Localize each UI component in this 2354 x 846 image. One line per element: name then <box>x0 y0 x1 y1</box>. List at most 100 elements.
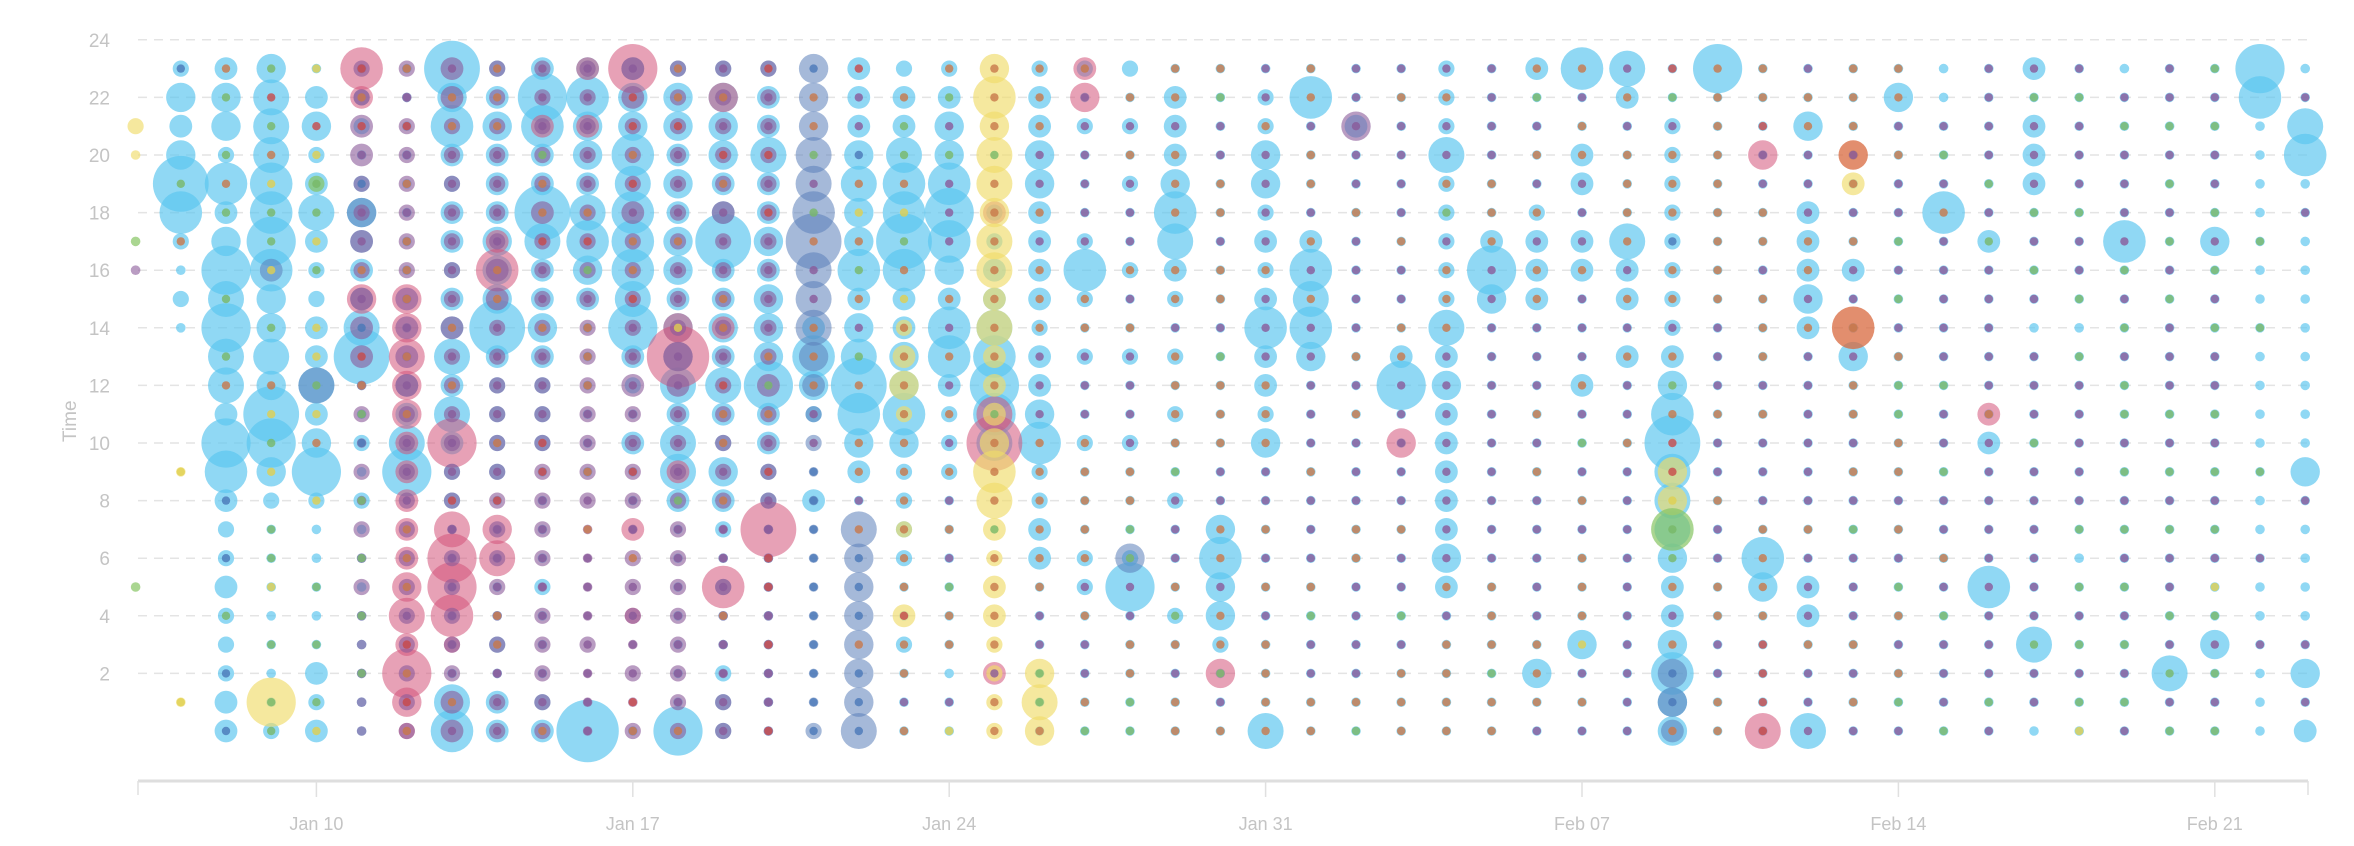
accent-dot[interactable] <box>538 410 547 419</box>
accent-dot[interactable] <box>1080 525 1090 534</box>
accent-dot[interactable] <box>2165 237 2174 246</box>
accent-dot[interactable] <box>402 640 411 649</box>
accent-dot[interactable] <box>1532 698 1542 707</box>
accent-dot[interactable] <box>1849 323 1858 332</box>
accent-dot[interactable] <box>1803 669 1813 678</box>
accent-dot[interactable] <box>2075 352 2084 361</box>
accent-dot[interactable] <box>2210 150 2219 160</box>
bubble-blue[interactable] <box>2074 323 2084 333</box>
accent-dot[interactable] <box>1849 93 1858 102</box>
accent-dot[interactable] <box>1171 381 1180 390</box>
bubble-purple[interactable] <box>356 726 367 736</box>
accent-dot[interactable] <box>1306 381 1316 390</box>
accent-dot[interactable] <box>1035 410 1044 419</box>
accent-dot[interactable] <box>1397 208 1406 217</box>
bubble-blue[interactable] <box>2300 63 2310 74</box>
accent-dot[interactable] <box>538 669 547 678</box>
accent-dot[interactable] <box>1487 150 1496 160</box>
accent-dot[interactable] <box>1351 381 1361 390</box>
accent-dot[interactable] <box>221 64 231 73</box>
accent-dot[interactable] <box>1849 669 1858 678</box>
accent-dot[interactable] <box>1532 266 1542 275</box>
accent-dot[interactable] <box>1035 640 1044 649</box>
accent-dot[interactable] <box>1668 554 1677 563</box>
accent-dot[interactable] <box>1532 381 1542 390</box>
accent-dot[interactable] <box>990 467 999 476</box>
accent-dot[interactable] <box>945 525 954 534</box>
accent-dot[interactable] <box>673 150 683 160</box>
accent-dot[interactable] <box>899 208 909 217</box>
accent-dot[interactable] <box>628 554 637 563</box>
accent-dot[interactable] <box>2075 64 2084 73</box>
accent-dot[interactable] <box>312 381 321 390</box>
accent-dot[interactable] <box>1668 726 1677 736</box>
accent-dot[interactable] <box>2210 669 2219 678</box>
accent-dot[interactable] <box>1261 208 1270 217</box>
accent-dot[interactable] <box>764 122 773 131</box>
accent-dot[interactable] <box>1261 381 1270 390</box>
accent-dot[interactable] <box>1216 64 1225 73</box>
accent-dot[interactable] <box>1487 266 1496 275</box>
accent-dot[interactable] <box>583 496 592 505</box>
accent-dot[interactable] <box>267 582 276 592</box>
accent-dot[interactable] <box>1487 582 1496 592</box>
bubble-blue[interactable] <box>1157 223 1194 260</box>
accent-dot[interactable] <box>267 525 276 534</box>
accent-dot[interactable] <box>538 554 547 563</box>
accent-dot[interactable] <box>1758 582 1768 592</box>
accent-dot[interactable] <box>1080 726 1090 736</box>
bubble-blue[interactable] <box>2300 323 2310 333</box>
accent-dot[interactable] <box>583 582 592 592</box>
accent-dot[interactable] <box>1442 554 1451 563</box>
accent-dot[interactable] <box>402 179 411 188</box>
accent-dot[interactable] <box>447 381 457 390</box>
bubble-blue[interactable] <box>2255 265 2265 276</box>
accent-dot[interactable] <box>2210 64 2219 73</box>
accent-dot[interactable] <box>1849 150 1858 160</box>
accent-dot[interactable] <box>2075 208 2084 217</box>
accent-dot[interactable] <box>1035 179 1044 188</box>
accent-dot[interactable] <box>1306 64 1316 73</box>
accent-dot[interactable] <box>1758 640 1768 649</box>
accent-dot[interactable] <box>1035 467 1044 476</box>
accent-dot[interactable] <box>809 122 818 131</box>
accent-dot[interactable] <box>176 237 185 246</box>
accent-dot[interactable] <box>2120 150 2129 160</box>
accent-dot[interactable] <box>1035 381 1044 390</box>
accent-dot[interactable] <box>1532 410 1542 419</box>
accent-dot[interactable] <box>1261 669 1270 678</box>
accent-dot[interactable] <box>583 381 592 390</box>
accent-dot[interactable] <box>1758 410 1768 419</box>
accent-dot[interactable] <box>1623 323 1632 332</box>
accent-dot[interactable] <box>899 554 909 563</box>
accent-dot[interactable] <box>1216 410 1225 419</box>
accent-dot[interactable] <box>809 467 818 476</box>
accent-dot[interactable] <box>583 266 592 275</box>
bubble-blue[interactable] <box>176 323 186 333</box>
accent-dot[interactable] <box>2120 496 2129 505</box>
accent-dot[interactable] <box>719 237 728 246</box>
accent-dot[interactable] <box>809 496 818 505</box>
accent-dot[interactable] <box>538 208 547 217</box>
accent-dot[interactable] <box>899 726 909 736</box>
bubble-blue[interactable] <box>2287 108 2324 145</box>
accent-dot[interactable] <box>221 294 231 304</box>
bubble-blue[interactable] <box>2300 582 2310 592</box>
accent-dot[interactable] <box>583 438 592 448</box>
accent-dot[interactable] <box>1577 208 1587 217</box>
accent-dot[interactable] <box>357 179 366 188</box>
accent-dot[interactable] <box>221 352 231 361</box>
accent-dot[interactable] <box>628 208 637 217</box>
accent-dot[interactable] <box>2075 381 2084 390</box>
accent-dot[interactable] <box>1351 323 1361 332</box>
accent-dot[interactable] <box>1035 438 1044 448</box>
bubble-blue[interactable] <box>2255 294 2265 304</box>
accent-dot[interactable] <box>1532 237 1542 246</box>
accent-dot[interactable] <box>1397 352 1406 361</box>
accent-dot[interactable] <box>2210 323 2219 332</box>
accent-dot[interactable] <box>1125 496 1135 505</box>
accent-dot[interactable] <box>1939 726 1948 736</box>
accent-dot[interactable] <box>1577 179 1587 188</box>
accent-dot[interactable] <box>2029 554 2039 563</box>
accent-dot[interactable] <box>1849 554 1858 563</box>
